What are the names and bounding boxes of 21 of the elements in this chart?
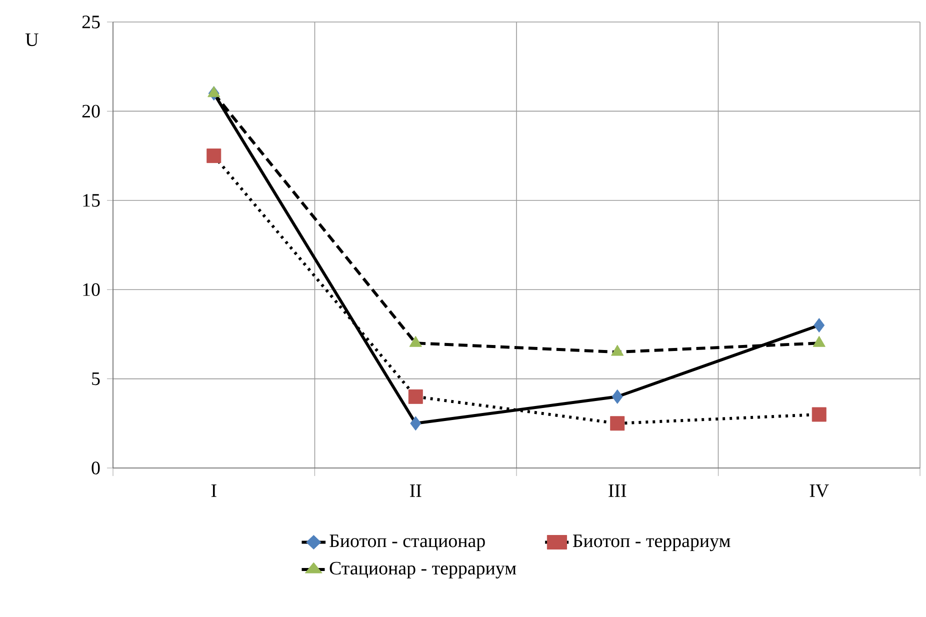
y-tick-label: 0 — [92, 462, 100, 474]
legend-label: Стационар - террариум — [330, 562, 516, 578]
x-tick-label: III — [608, 484, 626, 497]
x-tick-label: I — [211, 484, 216, 497]
point — [206, 148, 222, 164]
x-tick-label: IV — [810, 484, 829, 498]
point — [610, 416, 625, 431]
point — [814, 318, 825, 333]
y-tick-label: 5 — [92, 372, 100, 386]
y-tick-label: 25 — [82, 16, 100, 28]
point — [408, 389, 423, 404]
y-tick-label: 10 — [83, 283, 100, 296]
legend-label: Биотоп - террариум — [572, 534, 730, 552]
x-tick-label: II — [410, 484, 422, 497]
y-tick-label: 15 — [83, 194, 100, 207]
y-tick-label: 20 — [82, 104, 100, 118]
y-axis-title: U — [25, 34, 38, 46]
point — [812, 407, 826, 422]
point — [612, 389, 623, 404]
point — [410, 416, 422, 431]
legend-label: Биотоп - стационар — [330, 534, 485, 552]
